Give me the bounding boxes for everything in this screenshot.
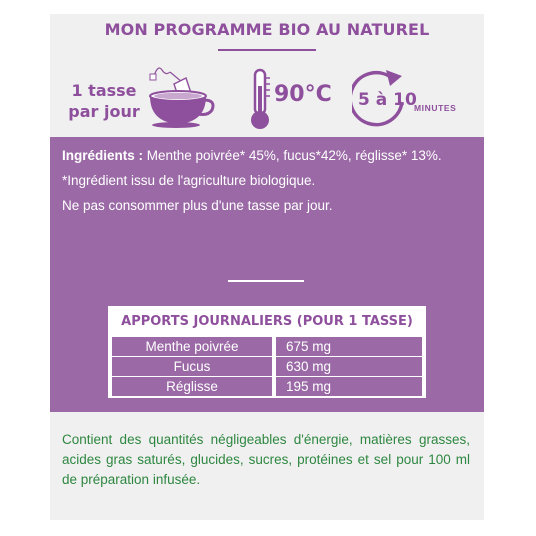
dosage-line-2: par jour (68, 102, 140, 121)
dosage-line-1: 1 tasse (71, 81, 137, 100)
daily-intake-heading: APPORTS JOURNALIERS (POUR 1 TASSE) (121, 313, 413, 329)
row-amount: 195 mg (286, 379, 332, 394)
band-divider (228, 280, 304, 282)
duration-unit: MINUTES (414, 103, 457, 113)
duration-value: 5 à 10 (358, 90, 417, 110)
table-row: Réglisse 195 mg (112, 377, 422, 396)
row-ingredient: Réglisse (166, 379, 218, 394)
timer-arrow-icon (352, 70, 404, 127)
ingredients-line: Ingrédients : Menthe poivrée* 45%, fucus… (62, 147, 442, 164)
ingredients-label: Ingrédients : (62, 148, 144, 163)
column-divider (272, 337, 276, 356)
table-row: Menthe poivrée 675 mg (112, 337, 422, 356)
row-amount: 630 mg (286, 359, 332, 374)
dosage-text: 1 tasse par jour (64, 80, 144, 122)
ingredients-list: Menthe poivrée* 45%, fucus*42%, réglisse… (143, 148, 442, 163)
teacup-icon (149, 67, 215, 128)
row-ingredient: Menthe poivrée (145, 339, 239, 354)
temperature-value: 90°C (274, 82, 332, 107)
organic-note: *Ingrédient issu de l'agriculture biolog… (62, 173, 316, 188)
column-divider (272, 377, 276, 396)
column-divider (272, 357, 276, 376)
thermometer-icon (251, 68, 270, 129)
nutrition-note: Contient des quantités négligeables d'én… (62, 432, 470, 487)
program-title: MON PROGRAMME BIO AU NATUREL (104, 20, 430, 39)
table-row: Fucus 630 mg (112, 357, 422, 376)
title-divider (218, 49, 316, 51)
consumption-warning: Ne pas consommer plus d'une tasse par jo… (62, 198, 333, 213)
row-amount: 675 mg (286, 339, 332, 354)
row-ingredient: Fucus (173, 359, 211, 374)
